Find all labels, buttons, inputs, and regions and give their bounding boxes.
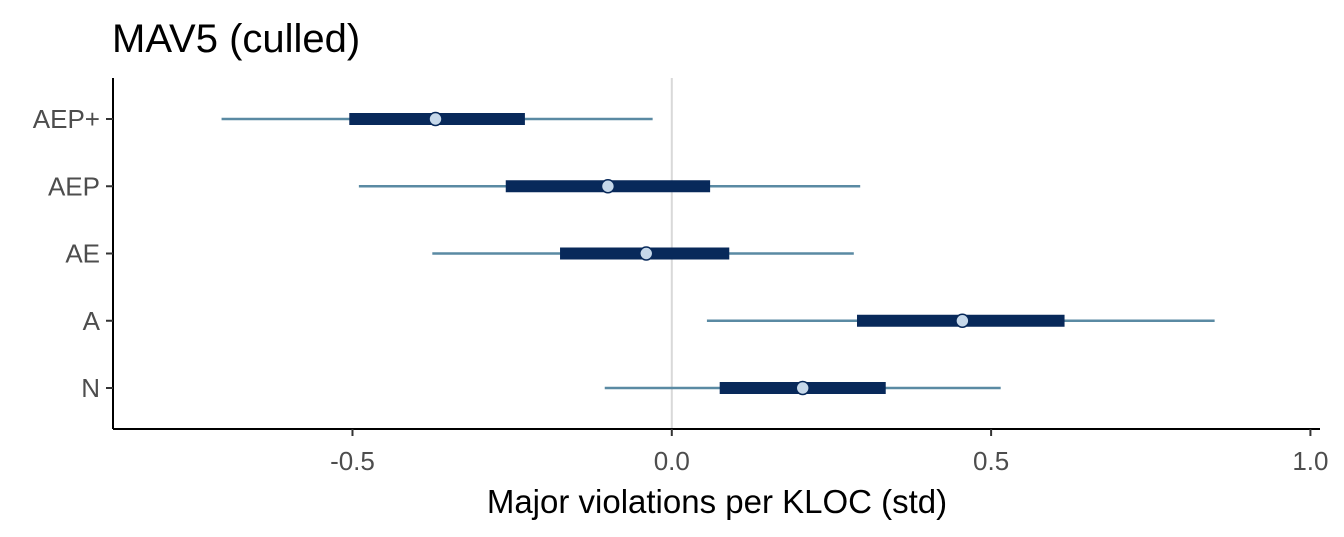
interval-n bbox=[604, 380, 1001, 396]
chart-title: MAV5 (culled) bbox=[112, 17, 360, 61]
point-estimate-n bbox=[795, 380, 811, 396]
y-tick-label-aep-plus: AEP+ bbox=[33, 104, 100, 134]
y-tick-label-a: A bbox=[83, 306, 101, 336]
x-axis-ticks: -0.5 0.0 0.5 1.0 bbox=[330, 429, 1328, 476]
interval-aep bbox=[358, 178, 861, 194]
y-tick-label-n: N bbox=[81, 373, 100, 403]
point-estimate-a bbox=[955, 313, 970, 329]
x-tick-label-2: 0.5 bbox=[973, 446, 1009, 476]
interval-a bbox=[706, 313, 1215, 329]
y-axis-ticks: AEP+ AEP AE A N bbox=[33, 104, 113, 403]
point-estimate-aep-plus bbox=[428, 111, 443, 127]
x-tick-label-1: 0.0 bbox=[654, 446, 690, 476]
point-estimate-aep bbox=[600, 178, 616, 194]
interval-ae bbox=[432, 246, 854, 261]
interval-marks bbox=[221, 111, 1215, 396]
x-tick-label-0: -0.5 bbox=[330, 446, 375, 476]
y-tick-label-aep: AEP bbox=[48, 171, 100, 201]
y-tick-label-ae: AE bbox=[65, 239, 100, 269]
x-tick-label-3: 1.0 bbox=[1292, 446, 1328, 476]
x-axis-title: Major violations per KLOC (std) bbox=[487, 483, 947, 520]
interval-aep-plus bbox=[221, 111, 653, 127]
point-estimate-ae bbox=[638, 246, 654, 261]
